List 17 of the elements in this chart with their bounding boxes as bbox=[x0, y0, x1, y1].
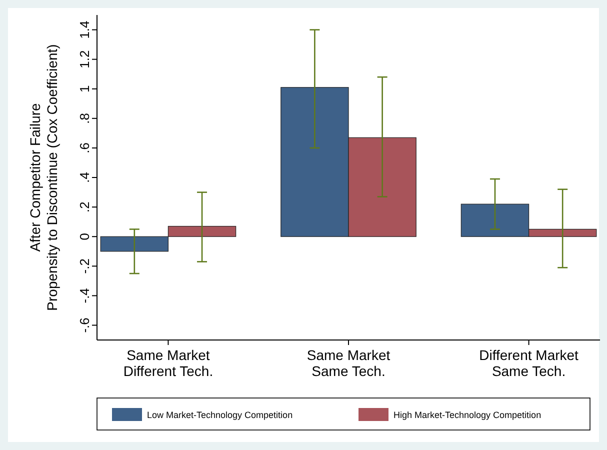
x-tick-label: Different Market Same Tech. bbox=[479, 347, 579, 379]
y-tick-label: -.6 bbox=[77, 318, 92, 333]
legend-label: High Market-Technology Competition bbox=[394, 410, 542, 420]
x-tick-label: Same Market Different Tech. bbox=[123, 347, 214, 379]
y-axis-title: After Competitor Failure Propensity to Discontinue (Cox Coefficient) bbox=[27, 44, 60, 311]
y-tick-label: 1.2 bbox=[77, 50, 92, 68]
y-tick-label: 1 bbox=[77, 85, 92, 92]
y-tick-label: .2 bbox=[77, 202, 92, 212]
y-tick-label: -.2 bbox=[77, 258, 92, 274]
y-tick-label: .8 bbox=[77, 112, 92, 124]
y-tick-label: .4 bbox=[77, 172, 92, 183]
y-tick-label: .6 bbox=[77, 142, 92, 154]
legend-label: Low Market-Technology Competition bbox=[147, 410, 293, 420]
y-tick-label: -.4 bbox=[77, 288, 92, 304]
y-tick-label: 0 bbox=[77, 232, 92, 240]
y-tick-label: 1.4 bbox=[77, 20, 92, 39]
x-tick-label: Same Market Same Tech. bbox=[306, 347, 390, 379]
